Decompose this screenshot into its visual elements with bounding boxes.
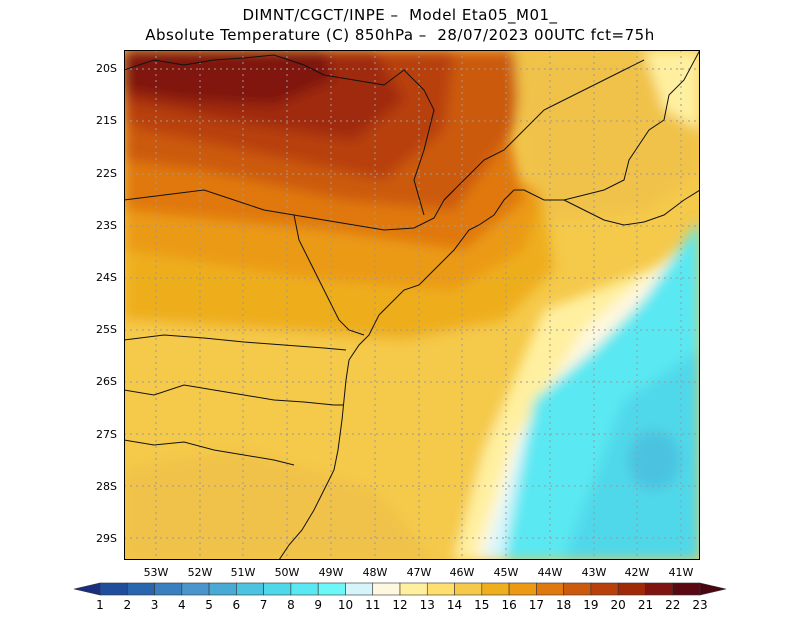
colorbar-swatch: [99, 582, 128, 596]
lon-label: 52W: [187, 566, 213, 579]
lon-label: 44W: [537, 566, 563, 579]
colorbar-label: 17: [528, 598, 544, 612]
colorbar-label: 18: [555, 598, 572, 612]
colorbar-swatch: [481, 582, 510, 596]
colorbar-label: 1: [96, 598, 104, 612]
lon-label: 43W: [581, 566, 607, 579]
lon-label: 51W: [230, 566, 256, 579]
lat-label: 24S: [96, 271, 117, 284]
colorbar-swatch: [154, 582, 183, 596]
colorbar-swatch: [263, 582, 292, 596]
colorbar-label: 10: [337, 598, 354, 612]
colorbar-label: 16: [501, 598, 517, 612]
colorbar-label: 19: [583, 598, 599, 612]
colorbar-low-arrow: [73, 582, 101, 596]
colorbar-swatch: [590, 582, 619, 596]
colorbar-swatch: [126, 582, 155, 596]
colorbar-label: 3: [150, 598, 159, 612]
lat-label: 20S: [96, 62, 117, 75]
colorbar-label: 2: [123, 598, 132, 612]
lon-label: 41W: [668, 566, 694, 579]
colorbar-high-arrow: [699, 582, 727, 596]
colorbar-label: 21: [637, 598, 654, 612]
colorbar-swatch: [645, 582, 674, 596]
colorbar-label: 13: [419, 598, 435, 612]
lat-label: 29S: [96, 532, 117, 545]
colorbar-swatch: [345, 582, 374, 596]
colorbar-swatch: [536, 582, 564, 596]
lat-label: 28S: [96, 480, 117, 493]
colorbar-label: 9: [314, 598, 322, 612]
colorbar-label: 11: [365, 598, 381, 612]
colorbar-label: 22: [665, 598, 681, 612]
colorbar-swatch: [372, 582, 401, 596]
colorbar: [73, 582, 727, 596]
lat-label: 22S: [96, 167, 117, 180]
colorbar-label: 23: [692, 598, 708, 612]
colorbar-swatch: [317, 582, 346, 596]
colorbar-swatch: [426, 582, 455, 596]
lon-label: 46W: [449, 566, 475, 579]
lat-label: 27S: [96, 428, 117, 441]
temperature-field: [124, 50, 700, 560]
lon-label: 53W: [143, 566, 169, 579]
colorbar-label: 15: [474, 598, 490, 612]
colorbar-swatch: [399, 582, 428, 596]
lat-label: 23S: [96, 219, 117, 232]
temperature-map: [124, 50, 700, 560]
chart-title-line-2: Absolute Temperature (C) 850hPa – 28/07/…: [145, 26, 655, 44]
colorbar-swatch: [236, 582, 264, 596]
lon-label: 47W: [406, 566, 432, 579]
colorbar-swatch: [617, 582, 646, 596]
chart-title-line-1: DIMNT/CGCT/INPE – Model Eta05_M01_: [242, 6, 558, 24]
lon-label: 49W: [318, 566, 344, 579]
colorbar-label: 5: [205, 598, 213, 612]
colorbar-swatch: [508, 582, 537, 596]
colorbar-swatch: [454, 582, 483, 596]
map-grid: [124, 50, 700, 560]
lat-label: 25S: [96, 323, 117, 336]
colorbar-swatch: [208, 582, 237, 596]
colorbar-label: 20: [610, 598, 626, 612]
lon-label: 42W: [624, 566, 650, 579]
colorbar-swatch: [563, 582, 592, 596]
lon-label: 48W: [362, 566, 388, 579]
colorbar-label: 6: [232, 598, 241, 612]
colorbar-label: 12: [392, 598, 408, 612]
colorbar-swatch: [181, 582, 210, 596]
colorbar-label: 4: [177, 598, 186, 612]
colorbar-swatch: [290, 582, 319, 596]
coastline-and-borders: [124, 50, 700, 560]
colorbar-label: 8: [287, 598, 295, 612]
lon-label: 45W: [493, 566, 519, 579]
colorbar-swatch: [672, 582, 701, 596]
lat-label: 21S: [96, 114, 117, 127]
map-frame: [124, 50, 700, 560]
lat-label: 26S: [96, 375, 117, 388]
colorbar-label: 14: [446, 598, 463, 612]
lon-label: 50W: [274, 566, 300, 579]
colorbar-label: 7: [259, 598, 268, 612]
